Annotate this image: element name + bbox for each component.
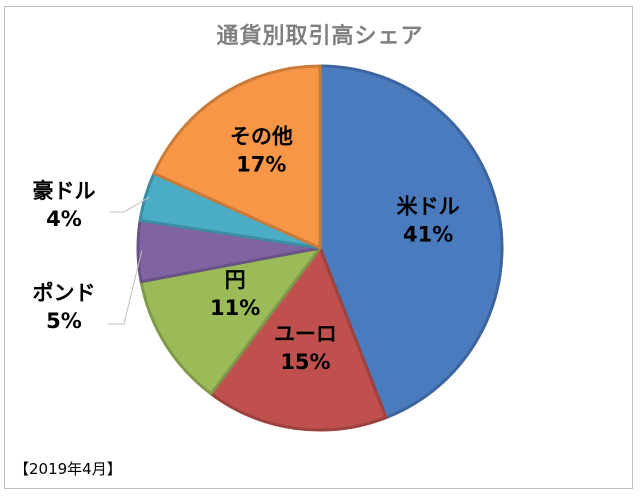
slice-percent-2: 11% bbox=[210, 296, 260, 320]
slice-label-2: 円 bbox=[225, 268, 246, 292]
slice-label-0: 米ドル bbox=[397, 195, 460, 219]
slice-percent-4: 4% bbox=[46, 207, 82, 231]
slice-label-3: ポンド bbox=[33, 281, 96, 305]
slice-label-4: 豪ドル bbox=[33, 179, 96, 203]
leader-line-4 bbox=[110, 197, 150, 213]
slice-label-5: その他 bbox=[230, 124, 293, 148]
slice-percent-0: 41% bbox=[403, 223, 453, 247]
slice-label-1: ユーロ bbox=[274, 322, 337, 346]
pie-slice-0 bbox=[318, 64, 504, 420]
slice-percent-1: 15% bbox=[280, 350, 330, 374]
date-note: 【2019年4月】 bbox=[14, 460, 122, 478]
pie-slice-1 bbox=[209, 246, 388, 432]
chart-title: 通貨別取引高シェア bbox=[216, 24, 424, 49]
leader-line-3 bbox=[108, 250, 143, 325]
pie-slice-5 bbox=[152, 64, 322, 250]
slice-percent-3: 5% bbox=[46, 309, 82, 333]
pie-slice-2 bbox=[139, 246, 322, 396]
slice-percent-5: 17% bbox=[236, 152, 286, 176]
